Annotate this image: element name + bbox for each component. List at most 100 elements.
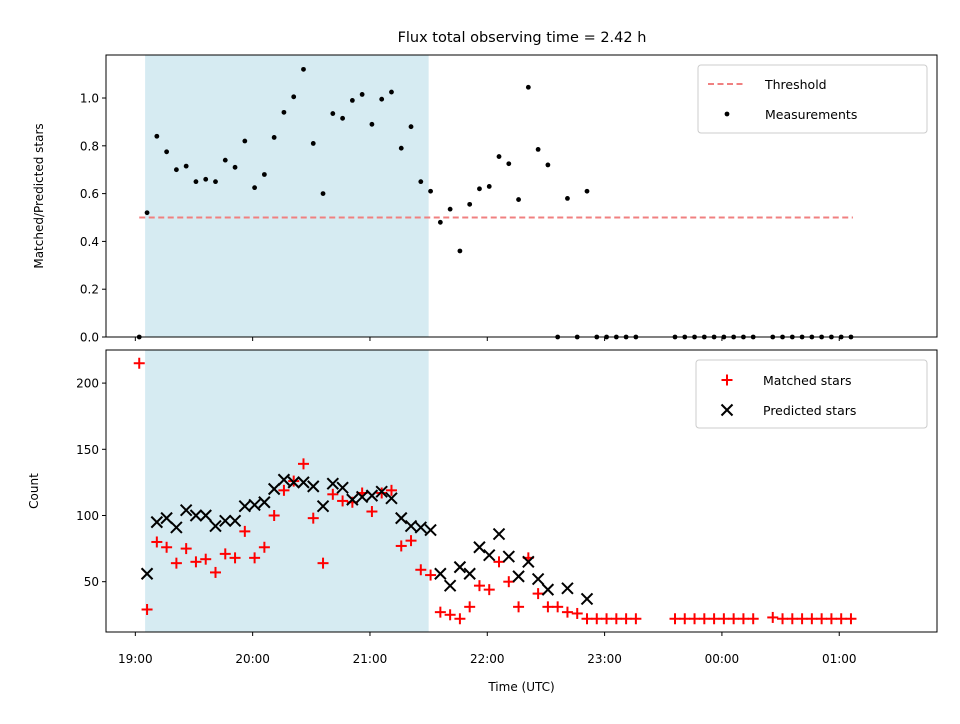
measurement-point [525,84,531,90]
measurement-point [222,157,228,163]
predicted-star-marker [140,567,154,580]
matched-star-marker [542,601,554,613]
predicted-star-marker [404,519,418,533]
ratio-panel: 0.0 0.2 0.4 0.6 0.8 1.0 Matched/Predicted sta… [32,54,938,345]
measurement-point [408,124,414,130]
y-tick-label: 0.4 [80,235,99,249]
measurement-point [496,154,502,159]
matched-star-marker [278,484,290,496]
measurement-point [535,146,541,152]
predicted-star-marker [443,579,457,592]
predicted-star-marker [375,485,388,498]
matched-star-marker [689,613,701,625]
legend-matched-label: Matched stars [763,373,851,388]
matched-star-marker [239,525,251,537]
count-panel: 50 100 150 200 19:00 20:00 21:00 22:00 23:00 00:… [27,349,938,694]
matched-star-marker [297,458,309,470]
y-tick-label: 0.8 [80,139,99,153]
matched-star-marker [767,611,779,623]
measurement-point [428,188,433,194]
matched-star-marker [552,601,564,613]
matched-star-marker [721,374,733,386]
measurement-point [477,186,482,192]
measurement-point [349,98,355,103]
matched-star-marker [200,553,212,565]
matched-star-marker [258,541,270,553]
predicted-star-marker [297,476,310,489]
measurement-point [320,191,326,197]
measurement-point [486,184,492,189]
y-tick-label: 0.2 [80,283,99,297]
predicted-star-marker [355,490,369,504]
predicted-star-marker [531,572,545,586]
measurement-point [232,164,238,170]
matched-star-marker [268,509,280,521]
matched-star-marker [503,576,515,588]
measurement-point [359,92,365,97]
predicted-star-marker [228,514,242,527]
count-y-ticks: 50 100 150 200 [76,377,106,589]
predicted-star-marker [395,511,408,525]
ratio-y-ticks: 0.0 0.2 0.4 0.6 0.8 1.0 [80,92,106,345]
predicted-star-marker [580,592,594,606]
matched-star-marker [747,613,759,625]
predicted-star-marker [199,509,212,522]
x-axis-label: Time (UTC) [487,680,554,694]
predicted-star-marker [365,489,379,502]
predicted-star-marker [414,521,428,534]
matched-star-marker [434,606,446,618]
predicted-star-marker [541,583,555,596]
measurement-point [252,185,258,191]
measurement-point [447,206,453,212]
x-tick-label: 20:00 [235,652,270,666]
ratio-x-ticks [134,337,840,341]
predicted-star-marker [326,477,340,490]
measurement-point [203,176,209,182]
matched-star-marker [133,357,145,369]
matched-star-marker [561,606,573,618]
measurement-point [193,179,199,185]
matched-star-marker [669,613,681,625]
predicted-star-marker [346,493,359,506]
matched-star-marker [395,540,407,552]
matched-star-marker [630,613,642,625]
measurement-point [340,115,345,121]
y-tick-label: 150 [76,443,99,457]
predicted-star-marker [522,555,535,569]
matched-star-marker [444,609,456,621]
matched-star-marker [806,613,818,625]
count-y-label: Count [27,473,41,509]
matched-star-marker [786,613,798,625]
predicted-star-marker [219,514,232,527]
y-tick-label: 200 [76,377,99,391]
measurement-point [389,89,394,95]
measurement-point [565,195,570,201]
measurement-point [281,109,287,115]
predicted-star-marker [385,492,398,505]
matched-star-marker [571,607,583,619]
x-tick-label: 21:00 [353,652,388,666]
predicted-star-marker [502,550,515,563]
measurement-point [144,210,150,216]
predicted-star-marker [336,481,349,494]
predicted-star-marker [189,509,203,522]
measurement-point [516,197,521,202]
matched-star-marker [737,613,749,625]
predicted-star-marker [453,560,467,574]
y-tick-label: 0.6 [80,187,99,201]
matched-star-marker [415,564,427,576]
matched-star-marker [317,557,329,569]
predicted-star-marker [512,570,525,583]
predicted-star-marker [258,496,271,509]
x-tick-label: 01:00 [822,652,857,666]
measurement-point [506,161,512,167]
ratio-legend: Threshold Measurements [697,64,928,134]
matched-star-marker [161,541,173,553]
matched-star-marker [513,601,525,613]
measurement-point [379,96,385,102]
matched-star-marker [591,613,603,625]
matched-star-marker [728,613,740,625]
measurement-point [330,111,336,116]
matched-star-marker [718,613,730,625]
